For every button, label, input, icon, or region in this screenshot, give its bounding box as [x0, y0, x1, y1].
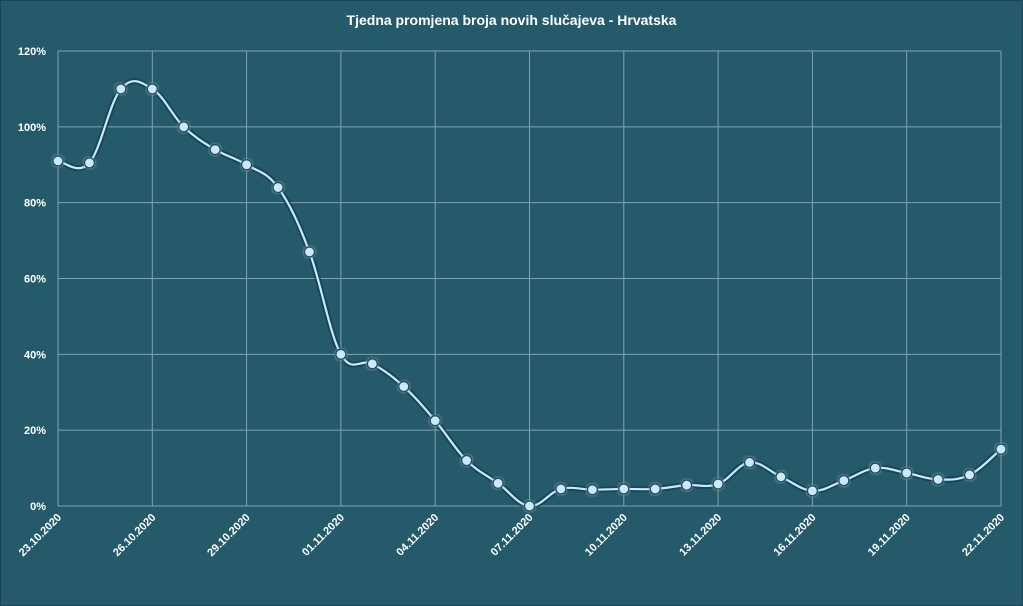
y-tick-label: 40% — [24, 349, 46, 361]
y-tick-label: 120% — [18, 46, 46, 58]
data-point — [460, 454, 473, 467]
data-point — [963, 469, 976, 481]
x-tick-label: 13.11.2020 — [677, 512, 724, 559]
y-tick-label: 60% — [24, 274, 46, 286]
y-tick-label: 20% — [24, 425, 46, 437]
x-tick-label: 19.11.2020 — [866, 512, 913, 559]
y-axis-ticks: 0% 20% 40% 60% 80% 100% 120% — [18, 46, 46, 513]
x-axis-ticks: 23.10.2020 26.10.2020 29.10.2020 01.11.2020… — [17, 512, 1007, 559]
data-point — [649, 483, 661, 495]
data-point — [272, 181, 284, 194]
data-point — [586, 484, 599, 496]
grid — [57, 50, 1002, 507]
x-tick-label: 10.11.2020 — [583, 512, 630, 559]
x-tick-label: 26.10.2020 — [111, 512, 158, 559]
data-point — [146, 83, 158, 95]
data-point — [806, 485, 819, 497]
data-point — [303, 246, 316, 258]
data-point — [618, 483, 630, 495]
data-point — [115, 83, 127, 95]
data-point — [52, 155, 64, 167]
x-tick-label: 01.11.2020 — [300, 512, 347, 559]
data-point — [869, 462, 881, 474]
data-point — [743, 456, 756, 469]
data-point — [429, 415, 441, 427]
y-tick-label: 100% — [18, 122, 46, 134]
x-tick-label: 22.11.2020 — [960, 512, 1007, 559]
y-tick-label: 80% — [24, 198, 46, 210]
data-point — [366, 358, 378, 370]
x-tick-label: 07.11.2020 — [489, 512, 536, 559]
data-point — [240, 159, 253, 171]
x-tick-label: 29.10.2020 — [205, 512, 252, 559]
data-point — [838, 474, 850, 487]
x-tick-label: 16.11.2020 — [772, 512, 819, 559]
data-point — [209, 143, 221, 156]
x-tick-label: 04.11.2020 — [394, 512, 441, 559]
data-point — [178, 121, 190, 133]
data-point — [398, 380, 410, 393]
data-point — [712, 478, 724, 490]
data-point — [681, 479, 693, 491]
y-tick-label: 0% — [30, 501, 46, 513]
series-layer — [52, 78, 1007, 512]
data-point — [335, 348, 347, 360]
data-point — [775, 471, 787, 483]
data-point — [523, 500, 536, 512]
x-tick-label: 23.10.2020 — [17, 512, 64, 559]
data-point — [932, 473, 944, 486]
data-point — [83, 157, 96, 169]
data-point — [901, 467, 913, 479]
data-point — [555, 483, 567, 495]
data-point — [492, 477, 504, 489]
data-point — [995, 443, 1007, 455]
chart-title: Tjedna promjena broja novih slučajeva - … — [346, 12, 677, 28]
